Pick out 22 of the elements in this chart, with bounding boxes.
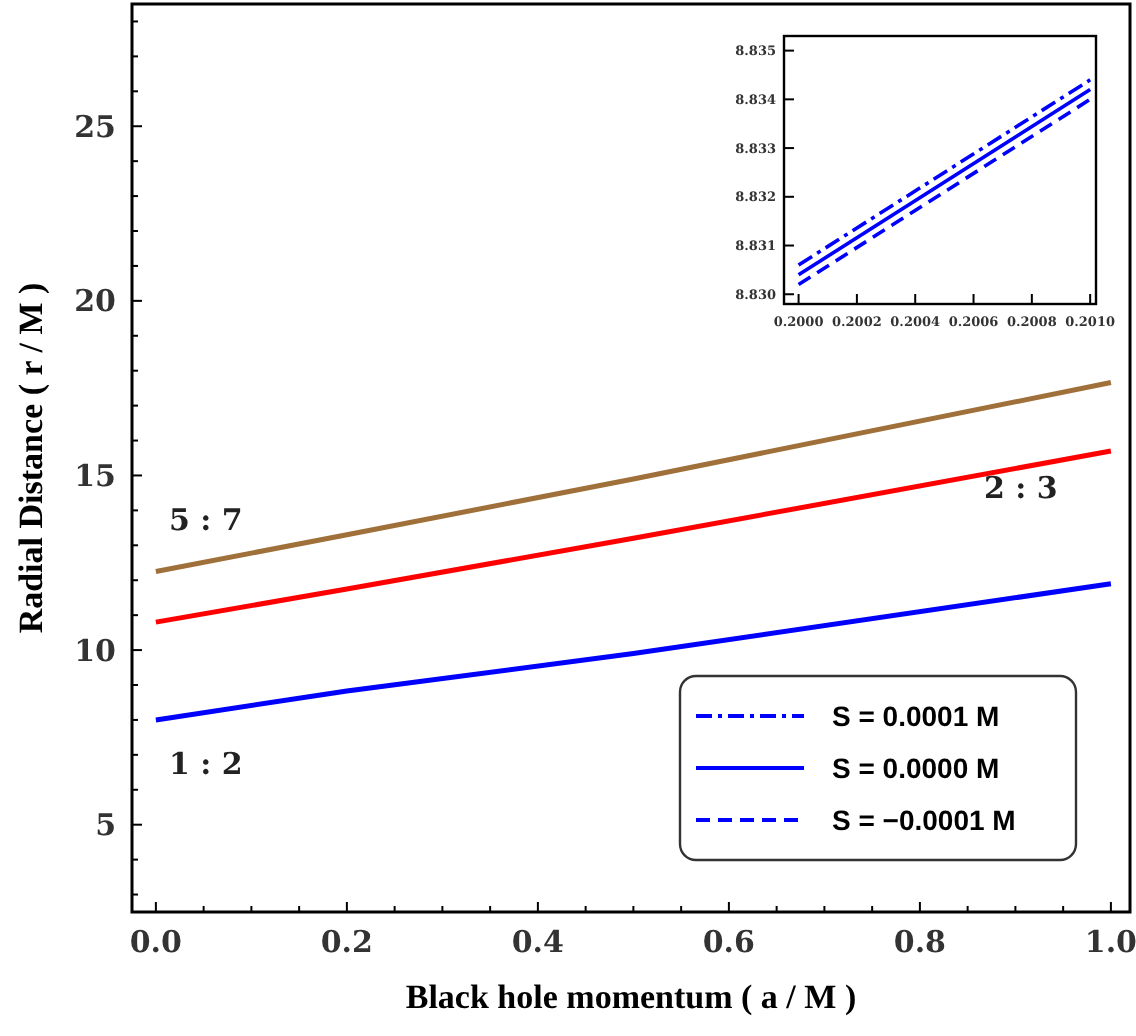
x-tick-label: 0.6 [702, 924, 755, 960]
y-tick-label: 10 [74, 632, 116, 669]
y-tick-label: 25 [74, 108, 116, 145]
y-tick-label: 20 [74, 283, 116, 320]
series-label: 2 : 3 [984, 469, 1058, 506]
x-tick-label: 0.4 [511, 924, 564, 960]
y-tick-label: 5 [95, 807, 116, 844]
legend-label: S = 0.0001 M [832, 699, 1000, 732]
line-series [153, 448, 1114, 625]
legend-label: S = −0.0001 M [832, 803, 1016, 836]
y-axis-title: Radial Distance ( r / M ) [12, 282, 50, 634]
x-tick-label: 0.8 [893, 924, 946, 960]
series-label: 5 : 7 [169, 502, 243, 538]
x-axis-title: Black hole momentum ( a / M ) [405, 978, 857, 1016]
y-tick-label: 15 [74, 457, 116, 494]
legend-label: S = 0.0000 M [832, 751, 1000, 784]
x-tick-label: 0.2 [320, 924, 373, 960]
x-tick-label: 0.0 [129, 924, 182, 960]
series-label: 1 : 2 [169, 746, 243, 783]
line-series [153, 380, 1114, 574]
line-series [153, 581, 1114, 723]
x-tick-label: 1.0 [1084, 924, 1136, 960]
